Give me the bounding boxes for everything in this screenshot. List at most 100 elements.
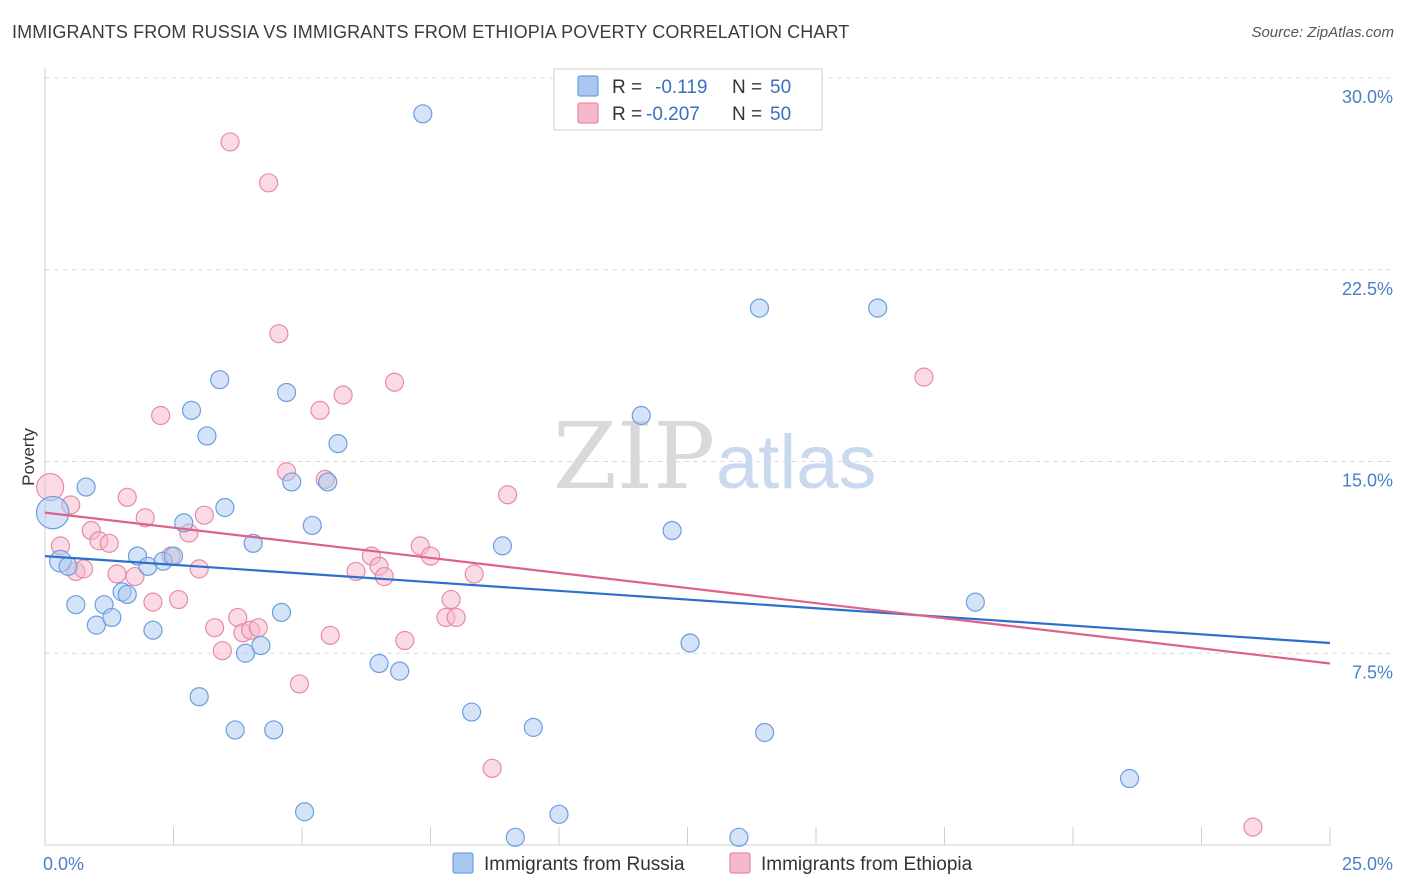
- gridlines: [45, 77, 1392, 654]
- point-russia: [225, 720, 245, 740]
- point-ethiopia: [212, 641, 232, 661]
- point-ethiopia: [99, 533, 119, 553]
- y-tick-label: 30.0%: [1342, 87, 1393, 107]
- point-ethiopia: [189, 559, 209, 579]
- point-ethiopia: [395, 630, 415, 651]
- point-russia: [143, 620, 163, 640]
- series-ethiopia-points: [36, 132, 1263, 837]
- point-ethiopia: [482, 758, 502, 778]
- legend-swatch-russia: [577, 75, 599, 97]
- point-russia: [210, 370, 230, 390]
- point-ethiopia: [1243, 817, 1263, 837]
- point-russia: [276, 382, 297, 403]
- point-ethiopia: [205, 618, 225, 638]
- legend-n-value-ethiopia: 50: [770, 104, 791, 125]
- point-russia: [328, 434, 348, 454]
- legend-swatch-ethiopia: [577, 102, 599, 124]
- point-ethiopia: [194, 505, 214, 525]
- watermark-atlas: atlas: [716, 420, 877, 505]
- point-russia: [413, 104, 433, 124]
- legend-box: R = -0.119 N = 50 R = -0.207 N = 50: [553, 68, 823, 131]
- point-russia: [282, 472, 302, 492]
- point-russia: [754, 722, 775, 743]
- legend-frame: [553, 68, 823, 131]
- point-ethiopia: [125, 566, 145, 587]
- point-russia: [749, 298, 770, 318]
- source-credit: Source: ZipAtlas.com: [1251, 24, 1394, 41]
- point-russia: [868, 298, 888, 318]
- x-tick-label: 0.0%: [43, 854, 84, 874]
- point-ethiopia: [441, 589, 461, 610]
- bottom-legend-swatch-ethiopia: [729, 852, 751, 874]
- point-russia: [181, 400, 202, 420]
- point-ethiopia: [384, 372, 405, 392]
- legend-n-label: N =: [732, 104, 762, 125]
- point-russia: [215, 497, 235, 518]
- point-russia: [680, 633, 700, 653]
- point-russia: [243, 533, 263, 553]
- point-russia: [66, 595, 86, 615]
- trend-lines: [44, 511, 1331, 665]
- legend-n-label: N =: [732, 77, 762, 98]
- point-russia: [76, 477, 96, 497]
- point-russia: [492, 536, 513, 556]
- point-ethiopia: [310, 400, 330, 420]
- y-axis-label: Poverty: [19, 428, 38, 486]
- trend-line-ethiopia: [44, 511, 1331, 665]
- legend-r-value-russia: -0.119: [655, 77, 707, 98]
- point-russia: [251, 635, 271, 656]
- legend-r-label: R =: [612, 104, 642, 125]
- point-russia: [302, 515, 322, 536]
- point-russia: [369, 653, 389, 674]
- point-ethiopia: [333, 385, 353, 405]
- trend-line-russia: [44, 554, 1331, 645]
- point-ethiopia: [914, 367, 934, 387]
- point-ethiopia: [269, 324, 289, 344]
- y-tick-label: 15.0%: [1342, 471, 1393, 491]
- point-ethiopia: [446, 607, 466, 628]
- point-ethiopia: [107, 564, 127, 584]
- point-russia: [189, 687, 209, 707]
- point-russia: [235, 643, 256, 663]
- bottom-legend-swatch-russia: [452, 852, 474, 874]
- bottom-legend: Immigrants from Russia Immigrants from E…: [452, 852, 973, 875]
- tick-labels: 7.5% 15.0% 22.5% 30.0% 0.0% 25.0%: [43, 87, 1393, 874]
- point-russia: [505, 827, 525, 847]
- point-russia: [631, 405, 651, 426]
- bottom-legend-label-ethiopia: Immigrants from Ethiopia: [761, 854, 973, 875]
- legend-r-value-ethiopia: -0.207: [646, 104, 700, 125]
- point-ethiopia: [464, 564, 484, 584]
- point-russia: [729, 827, 749, 847]
- point-ethiopia: [248, 618, 268, 638]
- point-ethiopia: [258, 173, 279, 193]
- point-russia: [58, 556, 78, 576]
- chart-title: IMMIGRANTS FROM RUSSIA VS IMMIGRANTS FRO…: [12, 22, 850, 42]
- point-ethiopia: [498, 485, 518, 505]
- point-ethiopia: [117, 487, 137, 507]
- point-russia: [294, 802, 315, 822]
- point-russia: [271, 602, 292, 622]
- point-russia: [163, 546, 184, 566]
- x-tick-label: 25.0%: [1342, 854, 1393, 874]
- point-ethiopia: [220, 132, 240, 152]
- point-russia: [318, 472, 338, 492]
- point-russia: [86, 615, 107, 635]
- point-ethiopia: [320, 625, 340, 645]
- axes: [44, 68, 1331, 846]
- point-russia: [102, 607, 122, 628]
- point-ethiopia: [135, 508, 155, 528]
- point-russia: [523, 717, 543, 737]
- point-russia: [117, 584, 137, 605]
- point-russia: [462, 702, 482, 722]
- y-tick-label: 22.5%: [1342, 279, 1393, 299]
- point-ethiopia: [151, 405, 171, 426]
- point-russia: [965, 592, 985, 612]
- legend-n-value-russia: 50: [770, 77, 791, 98]
- point-ethiopia: [289, 674, 310, 694]
- legend-r-label: R =: [612, 77, 642, 98]
- point-russia: [264, 720, 284, 740]
- watermark: ZIP atlas: [553, 403, 877, 510]
- point-ethiopia: [169, 589, 189, 610]
- y-tick-label: 7.5%: [1352, 662, 1393, 682]
